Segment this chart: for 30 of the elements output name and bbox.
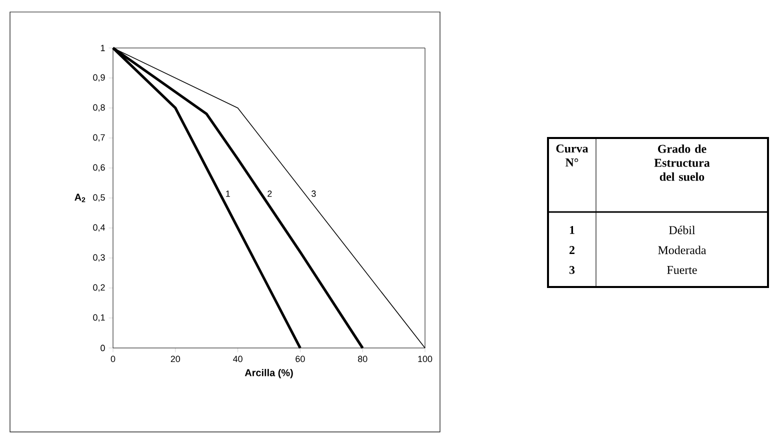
x-tick-label: 40 [233, 356, 242, 362]
y-tick-label: 0,1 [93, 314, 105, 322]
x-tick-label: 60 [296, 356, 305, 362]
text: 3 [569, 266, 575, 274]
x-axis-title: Arcilla (%) [244, 368, 293, 378]
y-tick-label: 0,5 [93, 194, 105, 202]
text: Débil [669, 226, 696, 234]
x-tick-label: 80 [358, 356, 368, 362]
text: Grado de Estructura del suelo [654, 144, 710, 181]
x-tick-label: 100 [418, 356, 432, 362]
text: 2 [570, 246, 574, 254]
series-label: 2 [268, 190, 272, 197]
y-tick-label: 0,3 [93, 254, 105, 262]
series-label: 3 [312, 190, 316, 197]
text: 1 [570, 226, 574, 234]
y-tick-label: 0,6 [93, 164, 105, 172]
x-tick-label: 0 [110, 356, 116, 362]
y-axis-title: A$_{2}$ [74, 194, 86, 202]
y-tick-label: 0,2 [93, 284, 105, 292]
y-tick-label: 0 [100, 344, 105, 352]
text: Curva N° [556, 144, 588, 166]
text: Moderada [658, 246, 706, 254]
y-tick-label: 0,7 [93, 134, 105, 142]
y-tick-label: 0,4 [93, 224, 105, 232]
text: Fuerte [667, 266, 697, 274]
y-tick-label: 1 [100, 44, 105, 52]
series-label: 1 [226, 190, 230, 197]
y-tick-label: 0,9 [93, 74, 105, 82]
x-tick-label: 20 [170, 356, 180, 362]
y-tick-label: 0,8 [93, 104, 105, 112]
